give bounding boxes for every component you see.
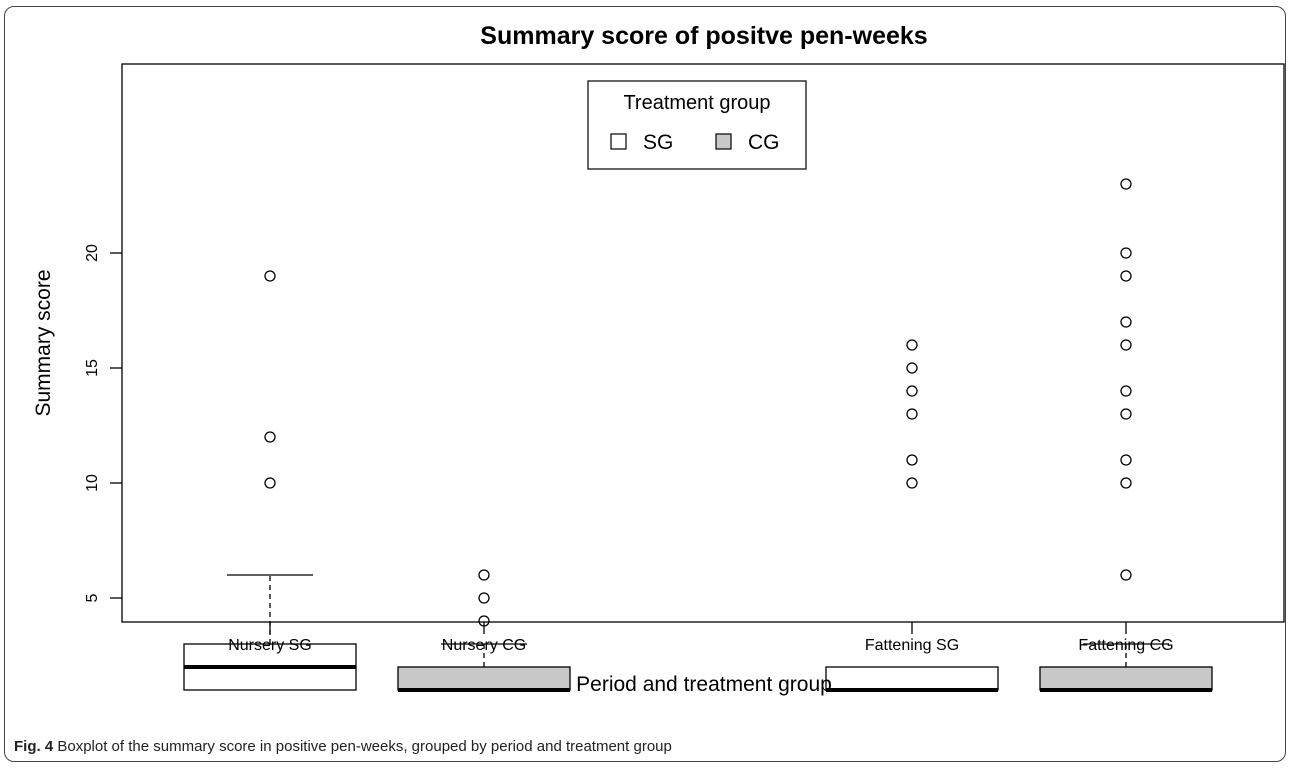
outlier-point [906,454,918,466]
box [397,666,571,691]
outlier-point [906,385,918,397]
legend-swatch-sg [610,133,627,150]
outlier-point [1120,270,1132,282]
legend-label-cg: CG [748,131,780,154]
box-group [397,569,571,692]
x-tick-label: Fattening SG [865,637,959,654]
y-tick-label: 10 [84,474,101,492]
outlier-point [906,339,918,351]
outlier-point [1120,316,1132,328]
x-axis-label: Period and treatment group [576,673,832,696]
y-axis-label: Summary score [32,269,55,416]
outlier-point [264,477,276,489]
box-group [183,270,357,691]
chart-title: Summary score of positve pen-weeks [480,22,927,50]
box-group [825,339,999,692]
x-axis-labels: Nursery SG Nursery CG Fattening SG Fattenin… [228,622,1174,654]
legend-label-sg: SG [643,131,673,154]
outlier-point [906,408,918,420]
outlier-point [1120,247,1132,259]
y-tick-label: 20 [84,244,101,262]
legend-title: Treatment group [623,92,770,114]
y-tick-label: 15 [84,359,101,377]
legend-box [587,80,807,170]
outlier-point [1120,408,1132,420]
outlier-point [1120,385,1132,397]
y-axis: 5 10 15 20 [84,244,122,602]
plot-area [121,63,1285,623]
x-tick-label: Nursery CG [442,637,526,654]
figure-caption-label: Fig. 4 [14,738,54,755]
x-tick-label: Nursery SG [228,637,312,654]
outlier-point [906,362,918,374]
box-group [1039,178,1213,692]
outlier-point [264,270,276,282]
figure-caption: Fig. 4 Boxplot of the summary score in p… [14,738,672,755]
outlier-point [478,592,490,604]
outlier-point [1120,569,1132,581]
outlier-point [1120,454,1132,466]
box [825,666,999,691]
boxes [183,178,1213,692]
outlier-point [1120,477,1132,489]
legend-swatch-cg [715,133,732,150]
outlier-point [906,477,918,489]
figure-caption-text: Boxplot of the summary score in positive… [57,738,672,755]
x-tick-label: Fattening CG [1078,637,1173,654]
y-tick-label: 5 [84,593,101,602]
outlier-point [1120,339,1132,351]
boxplot-chart: Summary score of positve pen-weeks 5 10 15… [32,22,1285,696]
outlier-point [1120,178,1132,190]
outlier-point [264,431,276,443]
outlier-point [478,569,490,581]
box [1039,666,1213,691]
legend: Treatment group SG CG [587,80,807,170]
